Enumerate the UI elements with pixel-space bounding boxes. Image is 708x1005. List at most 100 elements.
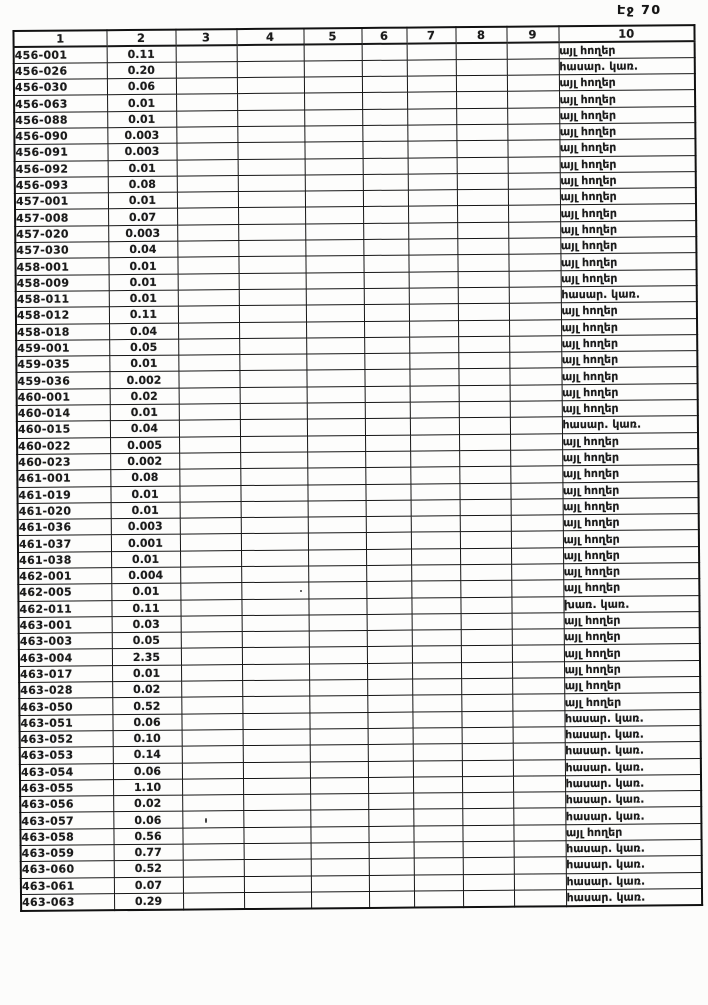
empty-cell (306, 337, 365, 355)
empty-cell (507, 188, 561, 206)
empty-cell (304, 190, 364, 208)
land-type-cell: այլ հողեր (559, 138, 696, 157)
empty-cell (238, 256, 306, 274)
empty-cell (457, 270, 509, 288)
empty-cell (365, 434, 411, 452)
empty-cell (407, 173, 457, 191)
empty-cell (456, 173, 508, 190)
empty-cell (237, 174, 305, 192)
empty-cell (511, 628, 564, 646)
empty-cell (508, 286, 561, 304)
parcel-code-cell: 460-001 (16, 388, 110, 406)
scan-artifact-speck (205, 818, 207, 823)
empty-cell (511, 612, 564, 630)
empty-cell (506, 74, 560, 92)
empty-cell (178, 338, 240, 356)
empty-cell (456, 156, 508, 174)
empty-cell (304, 125, 363, 143)
empty-cell (509, 400, 562, 418)
empty-cell (240, 435, 308, 453)
empty-cell (364, 369, 410, 387)
land-type-cell: հասար. կառ. (565, 807, 702, 825)
land-type-cell: այլ հողեր (562, 481, 699, 499)
empty-cell (310, 891, 370, 909)
area-value-cell: 2.35 (111, 648, 182, 666)
area-value-cell: 0.06 (112, 713, 182, 731)
parcel-code-cell: 463-003 (18, 632, 112, 650)
empty-cell (361, 76, 408, 93)
empty-cell (367, 728, 413, 745)
empty-cell (367, 711, 413, 729)
land-type-cell: հասար. կառ. (564, 709, 701, 727)
area-value-cell: 0.003 (110, 518, 180, 536)
empty-cell (459, 531, 511, 549)
empty-cell (237, 93, 305, 111)
empty-cell (507, 140, 560, 157)
land-type-cell: այլ հողեր (560, 301, 697, 320)
empty-cell (512, 710, 565, 728)
empty-cell (176, 175, 238, 193)
empty-cell (363, 304, 410, 322)
land-parcel-table: 1 2 3 4 5 6 7 8 9 10 456-001 0.11 այլ հողեր 456-026 0… (12, 24, 704, 912)
empty-cell (368, 890, 415, 908)
area-value-cell: 0.06 (112, 762, 183, 780)
parcel-code-cell: 456-091 (14, 143, 108, 162)
empty-cell (411, 613, 461, 631)
empty-cell (236, 44, 304, 62)
area-value-cell: 0.01 (111, 550, 181, 568)
empty-cell (239, 337, 307, 355)
empty-cell (513, 840, 566, 858)
empty-cell (456, 189, 509, 207)
empty-cell (239, 386, 307, 404)
empty-cell (241, 631, 309, 649)
empty-cell (240, 517, 308, 534)
empty-cell (410, 466, 460, 484)
area-value-cell: 0.11 (111, 599, 181, 617)
area-value-cell: 0.06 (113, 811, 183, 829)
empty-cell (411, 646, 461, 663)
empty-cell (365, 499, 411, 517)
empty-cell (513, 857, 566, 874)
empty-cell (363, 271, 409, 289)
empty-cell (457, 221, 509, 239)
empty-cell (243, 826, 311, 844)
empty-cell (178, 403, 240, 421)
land-type-cell: այլ հողեր (560, 252, 697, 271)
empty-cell (506, 58, 559, 76)
land-type-cell: այլ հողեր (559, 106, 696, 124)
empty-cell (237, 109, 305, 127)
land-type-cell: այլ հողեր (559, 155, 696, 173)
empty-cell (411, 564, 461, 582)
parcel-code-cell: 457-008 (15, 209, 109, 227)
empty-cell (362, 141, 408, 159)
empty-cell (366, 597, 412, 615)
empty-cell (455, 75, 508, 93)
empty-cell (180, 631, 242, 649)
empty-cell (180, 582, 242, 600)
empty-cell (181, 745, 243, 763)
empty-cell (511, 596, 564, 614)
parcel-code-cell: 463-017 (19, 665, 113, 683)
empty-cell (511, 645, 564, 662)
empty-cell (409, 336, 459, 354)
land-type-cell: այլ հողեր (558, 73, 696, 92)
land-type-cell: այլ հողեր (564, 676, 701, 695)
empty-cell (182, 876, 244, 894)
empty-cell (236, 77, 305, 94)
area-value-cell: 0.77 (113, 844, 183, 862)
empty-cell (243, 859, 311, 877)
empty-cell (407, 92, 457, 109)
empty-cell (363, 206, 409, 224)
empty-cell (242, 712, 310, 730)
empty-cell (182, 794, 244, 812)
empty-cell (304, 109, 363, 126)
empty-cell (512, 775, 566, 793)
empty-cell (364, 353, 410, 370)
empty-cell (180, 599, 242, 616)
empty-cell (413, 857, 463, 875)
empty-cell (411, 548, 461, 566)
area-value-cell: 0.002 (109, 371, 179, 389)
parcel-code-cell: 458-012 (15, 306, 110, 325)
empty-cell (460, 645, 512, 663)
empty-cell (241, 582, 309, 600)
